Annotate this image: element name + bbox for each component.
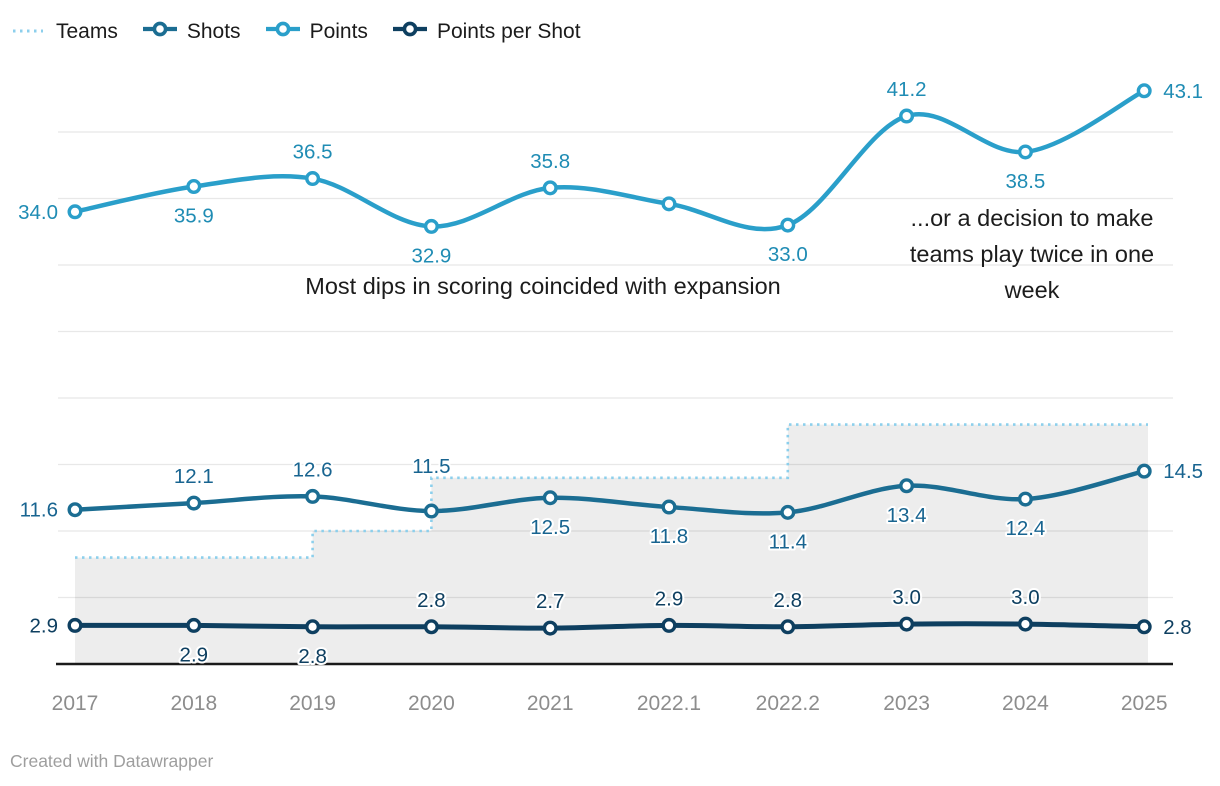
points-per-shot-marker <box>67 617 83 633</box>
shots-marker <box>1136 463 1152 479</box>
shots-marker <box>67 502 83 518</box>
data-label: 11.5 <box>412 455 450 478</box>
data-label: 2.8 <box>774 589 803 612</box>
shots-marker <box>542 490 558 506</box>
legend-item-points[interactable]: Points <box>265 18 368 45</box>
data-label: 38.5 <box>1005 170 1045 193</box>
data-label: 2.7 <box>536 590 565 613</box>
legend: Teams Shots Points Points per Shot <box>12 16 581 46</box>
x-axis-tick-label: 2022.1 <box>637 692 701 715</box>
x-axis-tick-label: 2019 <box>289 692 336 715</box>
x-axis-tick-label: 2021 <box>527 692 574 715</box>
dotted-line-icon <box>12 18 46 45</box>
data-label: 43.1 <box>1163 80 1203 103</box>
shots-marker <box>305 488 321 504</box>
x-axis-tick-label: 2020 <box>408 692 455 715</box>
points-marker <box>423 218 439 234</box>
x-axis-tick-label: 2023 <box>883 692 930 715</box>
shots-marker <box>780 504 796 520</box>
points-per-shot-series-line <box>72 621 1147 631</box>
shots-marker <box>423 503 439 519</box>
shots-marker <box>899 478 915 494</box>
points-marker <box>67 204 83 220</box>
data-label: 32.9 <box>411 244 451 267</box>
data-label: 14.5 <box>1163 460 1203 483</box>
data-label: 13.4 <box>887 504 927 527</box>
annotation-twice-a-week: ...or a decision to make teams play twic… <box>909 205 1155 303</box>
data-label: 2.9 <box>180 643 209 666</box>
shots-marker <box>186 495 202 511</box>
shots-marker <box>661 499 677 515</box>
data-label: 3.0 <box>892 586 921 609</box>
legend-item-shots[interactable]: Shots <box>142 18 241 45</box>
shots-series-line <box>72 468 1147 516</box>
data-label: 35.9 <box>174 205 214 228</box>
points-marker <box>542 180 558 196</box>
legend-label: Teams <box>56 19 118 43</box>
x-axis-tick-label: 2024 <box>1002 692 1049 715</box>
points-per-shot-marker <box>1017 616 1033 632</box>
legend-item-teams[interactable]: Teams <box>12 18 118 45</box>
x-axis-tick-label: 2017 <box>52 692 99 715</box>
points-marker <box>305 171 321 187</box>
data-label: 2.8 <box>1163 616 1192 639</box>
line-marker-icon <box>392 18 427 45</box>
points-per-shot-marker <box>661 617 677 633</box>
points-per-shot-marker <box>186 617 202 633</box>
legend-item-points-per-shot[interactable]: Points per Shot <box>392 18 581 45</box>
points-marker <box>1017 144 1033 160</box>
points-per-shot-marker <box>542 620 558 636</box>
data-label: 11.8 <box>650 525 688 548</box>
data-label: 35.8 <box>530 150 570 173</box>
data-label: 12.5 <box>530 516 570 539</box>
points-marker <box>780 217 796 233</box>
points-marker <box>661 196 677 212</box>
points-per-shot-marker <box>1136 619 1152 635</box>
data-label: 2.9 <box>30 614 59 637</box>
points-per-shot-marker <box>780 619 796 635</box>
data-label: 3.0 <box>1011 586 1040 609</box>
points-marker <box>899 108 915 124</box>
expansion-shaded-area <box>75 424 1148 664</box>
x-axis-tick-label: 2018 <box>170 692 217 715</box>
data-label: 12.1 <box>174 465 214 488</box>
data-label: 12.4 <box>1005 517 1045 540</box>
points-per-shot-marker <box>423 619 439 635</box>
data-label: 2.9 <box>655 587 684 610</box>
data-label: 2.8 <box>298 645 327 668</box>
legend-label: Points <box>309 19 368 43</box>
data-label: 33.0 <box>768 243 808 266</box>
points-marker <box>1136 83 1152 99</box>
x-axis-tick-label: 2025 <box>1121 692 1168 715</box>
data-label: 41.2 <box>887 78 927 101</box>
annotation-expansion: Most dips in scoring coincided with expa… <box>305 273 781 299</box>
points-series-line <box>72 88 1147 232</box>
datawrapper-credit: Created with Datawrapper <box>10 751 214 771</box>
points-marker <box>186 179 202 195</box>
legend-label: Shots <box>186 19 241 43</box>
shots-marker <box>1017 491 1033 507</box>
points-per-shot-marker <box>899 616 915 632</box>
data-label: 2.8 <box>417 589 446 612</box>
data-label: 34.0 <box>18 201 58 224</box>
data-label: 36.5 <box>293 141 333 164</box>
data-label: 11.4 <box>769 530 807 553</box>
x-axis-tick-label: 2022.2 <box>756 692 820 715</box>
data-label: 11.6 <box>20 499 58 522</box>
points-per-shot-marker <box>305 619 321 635</box>
data-label: 12.6 <box>293 458 333 481</box>
line-marker-icon <box>265 18 300 45</box>
line-marker-icon <box>142 18 177 45</box>
legend-label: Points per Shot <box>436 19 581 43</box>
